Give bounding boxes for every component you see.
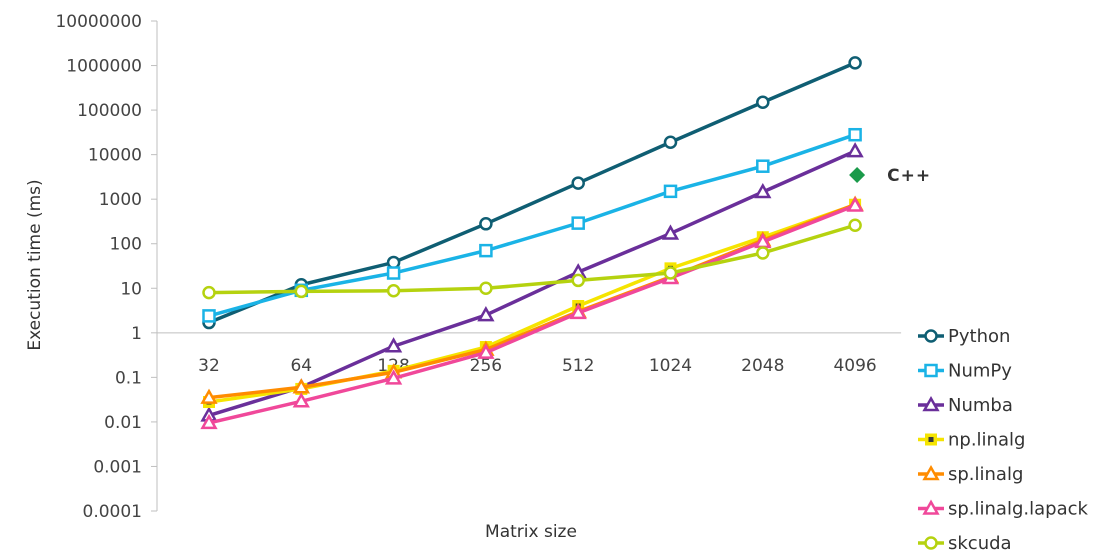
y-tick-label: 1: [131, 324, 142, 344]
data-point: [571, 216, 585, 230]
data-point: [292, 392, 310, 408]
legend-label: sp.linalg: [948, 464, 1023, 485]
data-point: [384, 369, 403, 385]
legend-marker: [924, 536, 938, 550]
legend-item: Numba: [918, 395, 1013, 416]
legend-marker: [922, 464, 940, 481]
data-point: [479, 217, 493, 231]
data-point: [756, 95, 770, 109]
y-tick-label: 0.0001: [83, 502, 142, 522]
legend-label: NumPy: [948, 361, 1012, 382]
series-layer: [200, 56, 864, 430]
legend-marker: [922, 395, 940, 412]
data-point: [848, 56, 862, 70]
data-point: [477, 306, 495, 322]
annotation-layer: C++: [849, 166, 931, 186]
data-point: [848, 218, 862, 232]
annotation-label: C++: [887, 166, 931, 186]
series-line: [208, 149, 856, 418]
legend-label: sp.linalg.lapack: [948, 499, 1088, 520]
legend-label: np.linalg: [948, 430, 1025, 451]
y-tick-label: 0.001: [93, 457, 142, 477]
y-tick-label: 10000: [88, 146, 142, 166]
series-np-linalg: [203, 198, 862, 408]
x-tick-label: 256: [470, 356, 502, 376]
x-axis-ticks: 3264128256512102420484096: [157, 332, 902, 376]
data-point: [663, 135, 678, 149]
x-tick-label: 32: [198, 356, 220, 376]
data-point: [846, 196, 864, 212]
x-tick-label: 512: [562, 356, 594, 376]
series-line: [208, 223, 856, 295]
series-line: [208, 133, 856, 318]
y-tick-label: 1000: [99, 190, 142, 210]
data-point: [294, 284, 309, 299]
y-tick-label: 0.01: [104, 413, 142, 433]
legend-item: NumPy: [918, 361, 1012, 382]
y-axis: 0.0001 0.001 0.01 0.1 1 10 100 1000 10000 100000 1…: [55, 12, 158, 522]
legend-label: skcuda: [948, 533, 1012, 554]
data-point: [663, 266, 678, 280]
data-point: [848, 127, 862, 142]
legend-item: skcuda: [918, 533, 1012, 554]
data-point: [571, 176, 585, 190]
data-point: [754, 182, 772, 199]
data-point: [479, 281, 493, 296]
data-point: [202, 309, 216, 323]
y-axis-label: Execution time (ms): [25, 179, 45, 350]
annotation-marker: [849, 166, 866, 183]
data-point: [386, 283, 401, 298]
x-tick-label: 2048: [741, 356, 784, 376]
legend-item: sp.linalg.lapack: [918, 499, 1088, 520]
data-point: [846, 142, 864, 158]
legend: Python NumPy Numba np.linalg sp.linalg sp.lin…: [918, 326, 1088, 554]
series-line: [208, 203, 856, 425]
data-point: [200, 388, 218, 404]
y-tick-label: 10: [120, 279, 142, 299]
data-point: [756, 246, 770, 260]
legend-item: sp.linalg: [918, 464, 1023, 485]
legend-marker: [924, 329, 938, 343]
y-tick-label: 100: [110, 235, 142, 255]
legend-marker: [924, 363, 938, 378]
data-point: [571, 273, 585, 288]
data-point: [384, 337, 403, 353]
data-point: [477, 343, 495, 359]
legend-item: np.linalg: [918, 430, 1025, 451]
y-tick-label: 1000000: [66, 57, 142, 77]
data-point: [200, 413, 218, 430]
x-axis-label: Matrix size: [485, 522, 577, 542]
x-tick-label: 64: [290, 356, 312, 376]
legend-item: Python: [918, 326, 1010, 347]
data-point: [756, 159, 770, 173]
data-point: [386, 266, 401, 280]
legend-label: Numba: [948, 395, 1013, 416]
legend-label: Python: [948, 326, 1010, 347]
series-sp-linalg-lapack: [200, 196, 864, 430]
y-tick-label: 10000000: [55, 12, 142, 32]
data-point: [663, 184, 678, 199]
y-tick-label: 100000: [77, 101, 142, 121]
legend-marker: [922, 499, 940, 515]
data-point: [479, 243, 493, 258]
x-tick-label: 4096: [833, 356, 876, 376]
series-skcuda: [202, 218, 862, 300]
series-line: [208, 61, 856, 325]
x-tick-label: 1024: [649, 356, 692, 376]
data-point: [569, 303, 587, 320]
data-point: [661, 224, 680, 240]
y-tick-label: 0.1: [115, 368, 142, 388]
legend-marker-center: [928, 437, 934, 442]
data-point: [292, 378, 310, 394]
data-point: [202, 285, 216, 300]
